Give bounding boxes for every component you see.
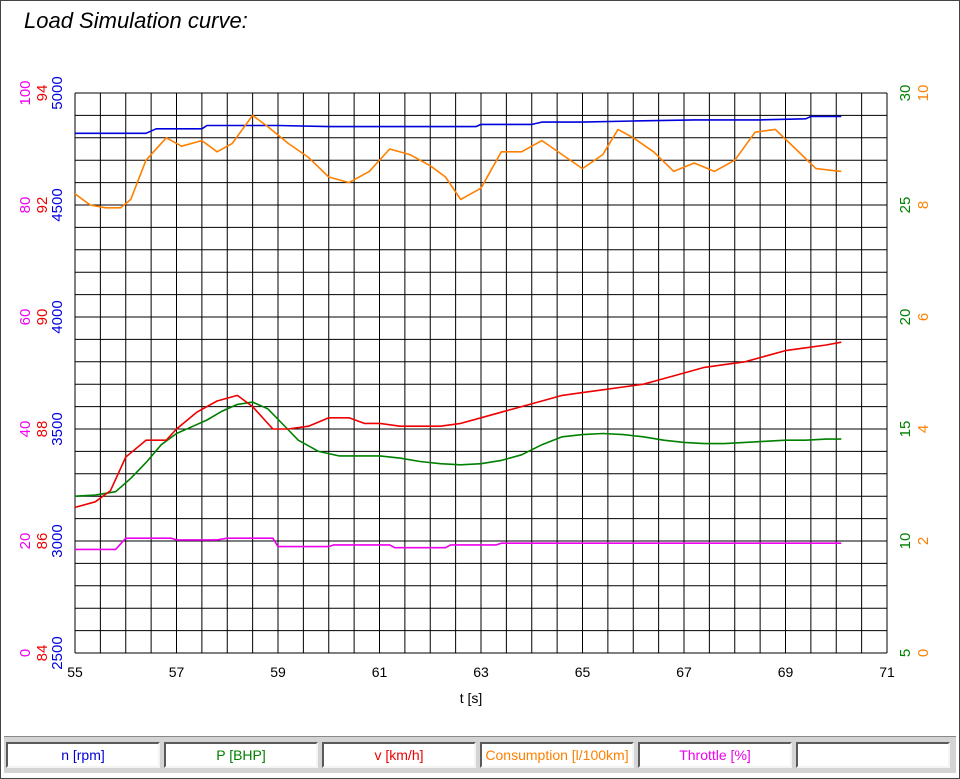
y-tick-label-rpm: 4500 [49,188,66,221]
y-tick-label-throttle: 20 [17,533,34,550]
x-tick-label: 63 [473,664,489,680]
series-line-consumption [74,114,842,209]
x-tick-label: 61 [372,664,388,680]
series-line-throttle [75,537,842,551]
legend-item-throttle[interactable]: Throttle [%] [638,742,792,768]
y-tick-label-power: 20 [897,309,914,326]
y-tick-label-consumption: 4 [915,425,932,433]
y-tick-label-rpm: 2500 [49,636,66,669]
legend-bar: n [rpm] P [BHP] v [km/h] Consumption [l/… [4,736,956,773]
y-tick-label-rpm: 3000 [49,524,66,557]
x-axis-label: t [s] [460,690,483,706]
y-tick-label-power: 25 [897,197,914,214]
y-tick-label-v: 86 [34,533,51,550]
series-line-power [74,401,842,497]
x-tick-label: 59 [270,664,286,680]
y-tick-label-v: 92 [34,197,51,214]
y-tick-label-consumption: 2 [915,537,932,545]
y-tick-label-rpm: 4000 [49,300,66,333]
series-line-v [74,341,842,509]
y-tick-label-v: 88 [34,421,51,438]
y-tick-label-v: 90 [34,309,51,326]
y-tick-label-consumption: 6 [915,313,932,321]
y-tick-label-v: 94 [34,85,51,102]
y-tick-label-throttle: 60 [17,309,34,326]
y-tick-label-throttle: 40 [17,421,34,438]
x-tick-label: 65 [575,664,591,680]
y-tick-label-rpm: 3500 [49,412,66,445]
y-tick-label-throttle: 0 [17,649,34,657]
series-line-rpm [75,115,842,135]
y-tick-label-power: 30 [897,85,914,102]
y-tick-label-power: 5 [897,649,914,657]
legend-item-empty[interactable] [796,742,950,768]
x-tick-label: 71 [879,664,895,680]
x-tick-label: 55 [67,664,83,680]
y-tick-label-power: 10 [897,533,914,550]
y-tick-label-throttle: 80 [17,197,34,214]
x-tick-label: 67 [676,664,692,680]
x-tick-label: 57 [169,664,185,680]
legend-item-rpm[interactable]: n [rpm] [6,742,160,768]
chart-title: Load Simulation curve: [24,8,248,33]
y-tick-label-consumption: 10 [915,85,932,102]
y-tick-label-rpm: 5000 [49,76,66,109]
y-tick-label-consumption: 8 [915,201,932,209]
y-tick-label-consumption: 0 [915,649,932,657]
y-tick-label-throttle: 100 [17,80,34,105]
y-tick-label-v: 84 [34,645,51,662]
legend-item-speed[interactable]: v [km/h] [322,742,476,768]
x-tick-label: 69 [778,664,794,680]
legend-item-power[interactable]: P [BHP] [164,742,318,768]
legend-item-consumption[interactable]: Consumption [l/100km] [480,742,634,768]
y-tick-label-power: 15 [897,421,914,438]
chart-plot: 55 57 59 61 63 65 67 69 71t [s]25003000350040004… [17,76,932,706]
